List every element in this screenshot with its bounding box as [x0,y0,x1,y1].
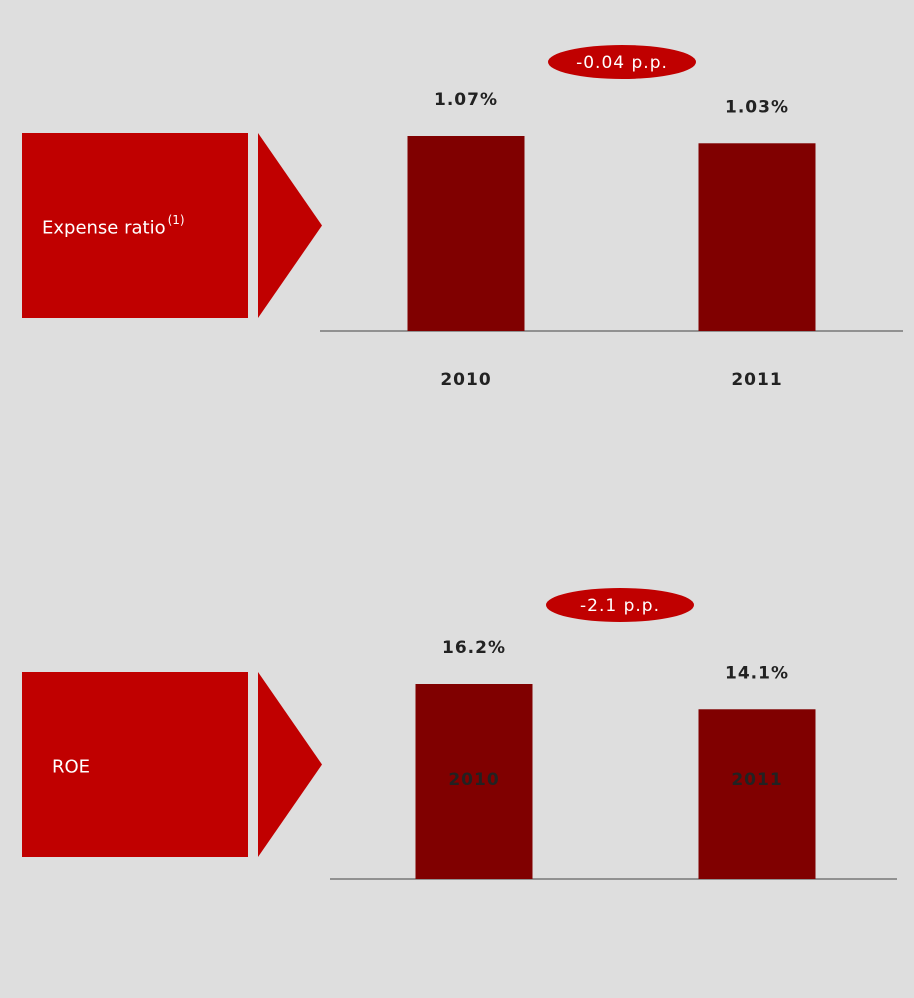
arrow [258,133,322,318]
value-label: 16.2% [442,638,506,658]
category-label: 2011 [731,770,782,790]
label-box [22,133,248,318]
label-box [22,672,248,857]
value-label: 1.03% [725,97,789,117]
annotation: -2.1 p.p. [580,596,660,616]
annotation-bubble [546,588,694,622]
value-label: 14.1% [725,663,789,683]
row-label: ROE [52,757,90,778]
category-label: 2010 [440,370,491,390]
label-note: (1) [168,213,185,227]
row-label: Expense ratio [42,218,166,239]
bar [698,709,816,879]
value-label: 1.07% [434,90,498,110]
annotation: -0.04 p.p. [576,53,668,73]
bar [698,143,816,331]
bar [407,136,525,331]
category-label: 2010 [448,770,499,790]
category-label: 2011 [731,370,782,390]
bar [415,684,533,879]
annotation-bubble [548,45,696,79]
arrow [258,672,322,857]
